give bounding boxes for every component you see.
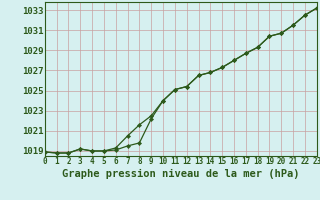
X-axis label: Graphe pression niveau de la mer (hPa): Graphe pression niveau de la mer (hPa) xyxy=(62,169,300,179)
